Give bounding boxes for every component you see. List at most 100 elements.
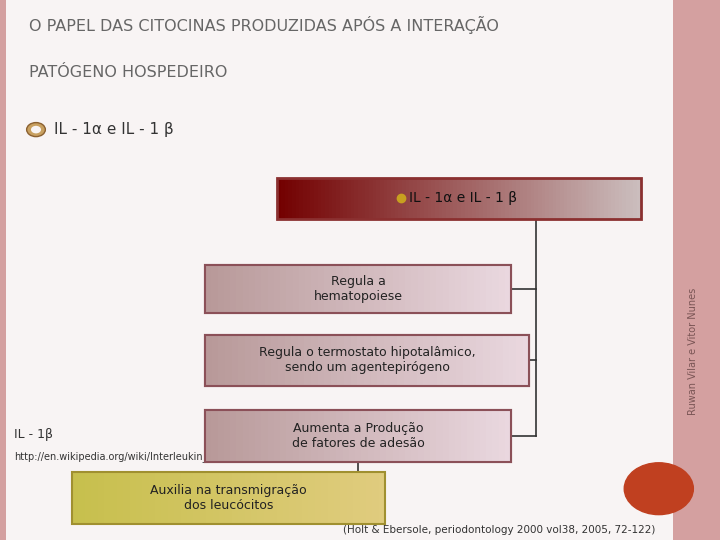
Bar — [634, 178, 637, 219]
Bar — [366, 472, 372, 524]
Bar — [450, 178, 454, 219]
Bar — [436, 265, 443, 313]
Bar — [281, 178, 284, 219]
Bar — [305, 335, 311, 386]
Bar — [449, 265, 455, 313]
Bar — [505, 410, 511, 462]
Bar — [174, 472, 181, 524]
Bar — [155, 472, 161, 524]
Bar — [324, 410, 330, 462]
Bar — [280, 410, 287, 462]
Bar — [232, 472, 238, 524]
Bar — [302, 472, 308, 524]
Bar — [368, 410, 374, 462]
Bar — [321, 178, 325, 219]
Bar — [245, 335, 251, 386]
Bar — [377, 335, 384, 386]
Bar — [379, 472, 385, 524]
Bar — [291, 335, 298, 386]
Bar — [232, 335, 238, 386]
Bar — [597, 178, 600, 219]
Bar — [405, 410, 411, 462]
Bar — [271, 335, 278, 386]
Bar — [531, 178, 534, 219]
Bar — [0, 0, 6, 540]
Bar — [251, 335, 258, 386]
Bar — [567, 178, 571, 219]
Bar — [626, 178, 630, 219]
Bar — [371, 335, 377, 386]
Bar — [395, 178, 398, 219]
Bar — [217, 410, 224, 462]
Bar — [380, 178, 384, 219]
Bar — [318, 410, 324, 462]
Bar — [225, 335, 232, 386]
Circle shape — [31, 126, 41, 133]
Bar — [308, 472, 315, 524]
Bar — [357, 335, 364, 386]
Bar — [461, 178, 464, 219]
Bar — [369, 178, 373, 219]
Bar — [307, 178, 310, 219]
Bar — [249, 265, 255, 313]
Bar — [390, 335, 397, 386]
Bar — [91, 472, 98, 524]
Bar — [430, 265, 436, 313]
Text: http://en.wikipedia.org/wiki/Interleukin_1: http://en.wikipedia.org/wiki/Interleukin… — [14, 451, 214, 462]
Bar — [512, 178, 516, 219]
Bar — [384, 178, 387, 219]
Bar — [361, 265, 368, 313]
Bar — [318, 178, 321, 219]
Bar — [673, 0, 720, 540]
Bar — [436, 335, 444, 386]
Bar — [492, 265, 499, 313]
Bar — [333, 178, 336, 219]
Bar — [268, 265, 274, 313]
Text: Auxilia na transmigração
dos leucócitos: Auxilia na transmigração dos leucócitos — [150, 484, 307, 512]
Bar — [205, 265, 212, 313]
Bar — [104, 472, 110, 524]
Bar — [143, 472, 149, 524]
Bar — [238, 335, 245, 386]
Bar — [474, 265, 480, 313]
Bar — [219, 472, 225, 524]
Bar — [622, 178, 626, 219]
Bar — [136, 472, 143, 524]
Bar — [477, 335, 483, 386]
Bar — [343, 265, 348, 313]
Bar — [520, 178, 523, 219]
Bar — [468, 178, 472, 219]
Bar — [443, 410, 449, 462]
Bar — [490, 178, 494, 219]
Bar — [431, 178, 435, 219]
Bar — [98, 472, 104, 524]
Bar — [377, 178, 380, 219]
Bar — [604, 178, 608, 219]
Bar — [449, 410, 455, 462]
Bar — [496, 335, 503, 386]
Bar — [225, 472, 232, 524]
Bar — [324, 335, 330, 386]
Text: Aumenta a Produção
de fatores de adesão: Aumenta a Produção de fatores de adesão — [292, 422, 425, 450]
Bar — [446, 178, 450, 219]
Bar — [311, 410, 318, 462]
Bar — [615, 178, 618, 219]
Bar — [480, 410, 486, 462]
Text: (Holt & Ebersole, periodontology 2000 vol38, 2005, 72-122): (Holt & Ebersole, periodontology 2000 vo… — [343, 524, 655, 535]
Bar — [110, 472, 117, 524]
Bar — [494, 178, 498, 219]
Bar — [261, 410, 268, 462]
Bar — [575, 178, 578, 219]
Bar — [392, 265, 399, 313]
Bar — [255, 410, 261, 462]
Bar — [347, 178, 351, 219]
Bar — [278, 335, 284, 386]
Bar — [430, 410, 436, 462]
Bar — [230, 410, 236, 462]
Bar — [374, 265, 380, 313]
Bar — [318, 335, 324, 386]
Bar — [200, 472, 206, 524]
Bar — [608, 178, 611, 219]
Bar — [564, 178, 567, 219]
Bar — [224, 410, 230, 462]
